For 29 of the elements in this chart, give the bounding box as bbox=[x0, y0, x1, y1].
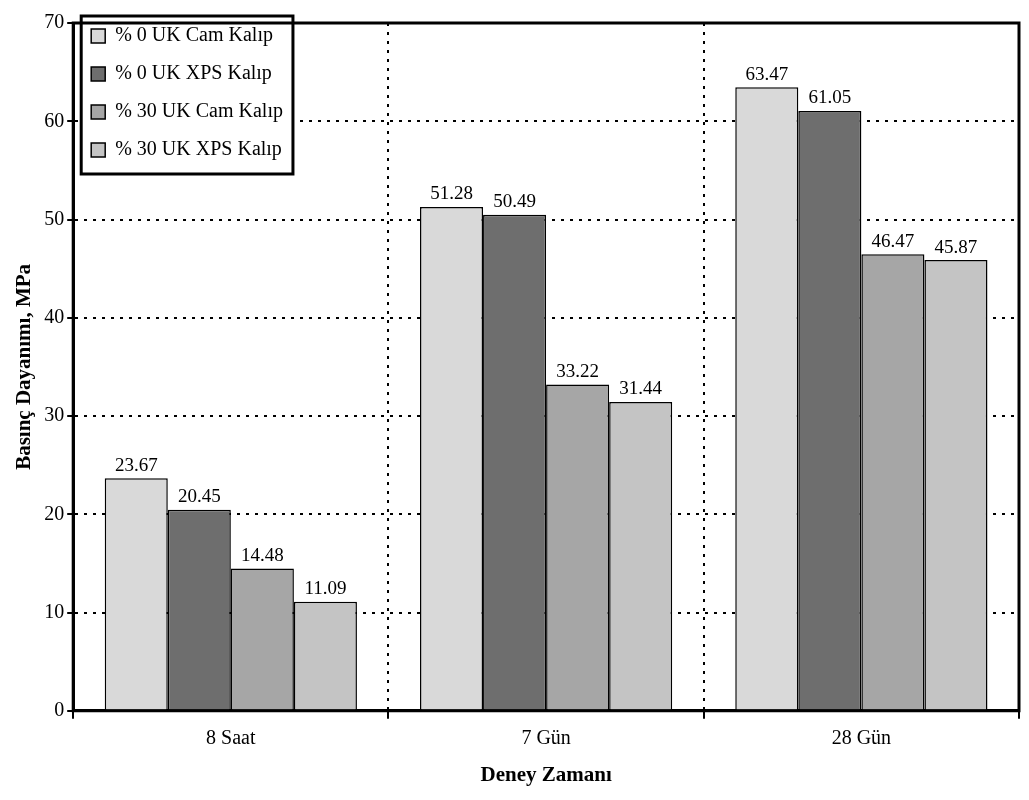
data-label: 20.45 bbox=[177, 485, 221, 507]
y-tick-label: 0 bbox=[54, 698, 65, 721]
legend-label: % 30 UK Cam Kalıp bbox=[115, 99, 283, 123]
data-label: 23.67 bbox=[114, 453, 158, 475]
x-tick-label: 7 Gün bbox=[521, 726, 571, 749]
data-label: 33.22 bbox=[556, 359, 599, 381]
y-tick-label: 60 bbox=[44, 108, 65, 131]
y-tick-label: 40 bbox=[44, 305, 65, 328]
y-tick-label: 30 bbox=[44, 403, 65, 426]
data-label: 51.28 bbox=[430, 182, 473, 204]
data-label: 11.09 bbox=[304, 577, 347, 599]
legend-label: % 30 UK XPS Kalıp bbox=[115, 137, 282, 161]
data-label: 31.44 bbox=[619, 377, 663, 399]
data-label: 50.49 bbox=[493, 190, 536, 212]
data-label: 61.05 bbox=[808, 86, 852, 108]
y-tick-label: 70 bbox=[44, 10, 65, 33]
y-tick-label: 50 bbox=[44, 206, 65, 229]
legend-label: % 0 UK Cam Kalıp bbox=[115, 23, 273, 47]
x-tick-label: 28 Gün bbox=[831, 726, 892, 749]
x-tick-label: 8 Saat bbox=[206, 726, 256, 749]
y-tick-label: 20 bbox=[44, 501, 65, 524]
y-tick-label: 10 bbox=[44, 599, 65, 622]
data-label: 45.87 bbox=[934, 235, 978, 257]
x-axis-title: Deney Zamanı bbox=[480, 761, 612, 786]
data-label: 63.47 bbox=[745, 62, 789, 84]
data-label: 46.47 bbox=[871, 229, 915, 251]
legend-label: % 0 UK XPS Kalıp bbox=[115, 61, 272, 85]
data-label: 14.48 bbox=[240, 544, 284, 566]
y-axis-title: Basınç Dayanımı, MPa bbox=[11, 263, 36, 470]
